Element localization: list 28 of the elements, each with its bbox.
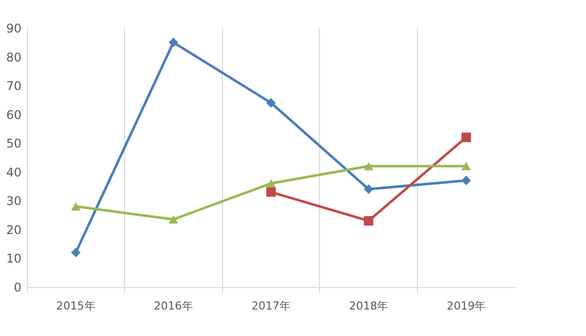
x-tick-label: 2016年	[154, 300, 193, 312]
point	[168, 38, 178, 48]
point	[461, 132, 471, 142]
point	[461, 176, 471, 186]
y-tick-label: 90	[6, 22, 22, 36]
point	[71, 248, 81, 258]
point	[364, 162, 374, 170]
x-tick-label: 2017年	[252, 300, 290, 312]
y-tick-label: 40	[6, 165, 22, 180]
y-tick-label: 0	[14, 280, 22, 294]
x-tick-label: 2015年	[56, 300, 96, 312]
y-tick-label: 50	[6, 136, 22, 151]
point	[266, 98, 276, 108]
x-tick-label: 2019年	[446, 300, 486, 312]
y-tick-label: 70	[6, 79, 22, 94]
point	[266, 187, 276, 197]
y-tick-label: 60	[6, 108, 22, 122]
point	[168, 215, 178, 224]
x-tick-label: 2018年	[349, 300, 388, 312]
point	[364, 184, 374, 194]
point	[266, 179, 276, 188]
point	[71, 202, 81, 211]
point	[461, 162, 471, 170]
y-tick-label: 30	[6, 194, 22, 208]
point	[364, 216, 374, 226]
y-tick-label: 80	[6, 50, 22, 64]
y-tick-label: 10	[6, 252, 22, 266]
y-tick-label: 20	[6, 222, 22, 237]
